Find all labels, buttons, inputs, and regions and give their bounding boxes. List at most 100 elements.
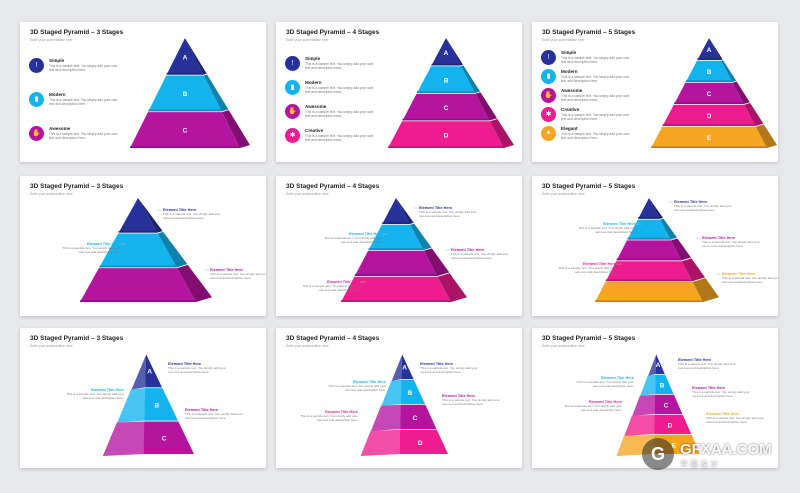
slide-6[interactable]: 3D Staged Pyramid – 5 Stages Enter your s… [532,176,778,316]
callout-title: Element Title Here [90,388,124,392]
feature-description: This is a sample text. You simply add yo… [561,94,630,103]
pyramid-stage-side [157,231,188,268]
chart-icon: ▮ [285,80,300,95]
feature-description: This is a sample text. You simply add yo… [49,98,118,107]
pyramid-stage [616,238,691,261]
pyramid-stage-edge [402,118,490,121]
slide-8[interactable]: A B C D 3D Staged Pyramid – 4 Stages Enter yo… [276,328,522,468]
slide-title: 3D Staged Pyramid – 3 Stages [30,183,124,190]
stage-label: A [707,47,712,54]
pyramid-stage: B [685,60,737,82]
callout: Element Title Here This is a sample text.… [674,200,736,213]
pyramid-stage-side [744,103,764,126]
pyramid-stage-side [410,223,432,250]
feature-description: This is a sample text. You simply add yo… [561,75,630,84]
callout: Element Title Here This is a sample text.… [706,412,768,425]
pyramid-stage-front [400,379,425,404]
feature-description: This is a sample text. You simply add yo… [561,56,630,65]
callout-description: This is a sample text. You simply add yo… [722,276,778,284]
slide-subtitle: Enter your subheadline here [30,38,73,42]
pyramid-stage [99,231,188,268]
pyramid-stage-side [489,119,514,148]
feature-name: Creative [305,128,324,133]
pyramid-stage-edge [99,265,177,268]
pyramid-graphic: A B C D [388,38,514,148]
callout-title: Element Title Here [86,242,120,246]
slide-4[interactable]: 3D Staged Pyramid – 3 Stages Enter your s… [20,176,266,316]
feature-name: Creative [561,107,580,112]
gear-icon: ✱ [285,128,300,143]
pyramid-stage-side [396,198,414,224]
feature-name: Simple [561,50,577,55]
lightbulb-icon: ✦ [541,126,556,141]
callout-description: This is a sample text. You simply add yo… [451,252,509,260]
pyramid-stage [341,273,467,302]
pyramid-stage: C [632,394,683,416]
pyramid-stage-side [755,124,777,148]
pyramid-stage-edge [595,300,703,302]
warning-icon: ! [29,58,44,73]
pyramid-stage-left [360,429,402,456]
callout-description: This is a sample text. You simply add yo… [324,236,382,244]
slide-9[interactable]: A B C D E 3D Staged Pyramid – 5 Stages Enter y… [532,328,778,468]
slide-title: 3D Staged Pyramid – 5 Stages [542,183,636,190]
pyramid-stage-front [382,198,410,224]
pyramid-stage-side [138,198,163,233]
slide-subtitle: Enter your subheadline here [30,192,73,196]
pyramid-stage-front [654,394,683,414]
slide-title: 3D Staged Pyramid – 5 Stages [542,29,636,36]
slide-7[interactable]: A B C 3D Staged Pyramid – 3 Stages Enter you… [20,328,266,468]
pyramid-graphic [80,198,212,302]
callout-title: Element Title Here [420,362,454,366]
pyramid-stage-front [697,38,721,60]
pyramid-stage-edge [674,102,744,104]
pyramid-stage: B [640,374,674,396]
callout-title: Element Title Here [348,232,382,236]
stage-label: C [444,105,449,112]
pyramid-stage-front [653,434,700,454]
callout-title: Element Title Here [602,222,636,226]
callout-title: Element Title Here [674,200,708,204]
callout: Element Title Here This is a sample text.… [722,272,778,285]
pyramid-stage-side [185,38,207,75]
feature-name: Simple [49,58,65,63]
pyramid-stage-left [102,421,146,456]
pyramid-stage-side [446,38,463,66]
pyramid-stage: C [674,81,750,104]
callout: Element Title Here This is a sample text.… [324,380,386,393]
pyramid-stage: A [648,354,665,376]
pyramid-stage-front [654,414,692,434]
pyramid-stage: A [697,38,723,60]
pyramid-stage-front [143,421,194,454]
stage-label: C [664,402,669,409]
feature-name: Elegant [561,126,578,131]
pyramid-stage-front [400,404,437,429]
feature-description: This is a sample text. You simply add yo… [305,62,374,71]
stage-label: A [444,50,449,57]
slide-title: 3D Staged Pyramid – 3 Stages [30,29,124,36]
callout: Element Title Here This is a sample text.… [554,262,616,275]
pyramid-stage-edge [166,72,204,75]
callout-description: This is a sample text. You simply add yo… [420,366,478,374]
pyramid-stage-front [99,233,177,268]
callout-title: Element Title Here [352,380,386,384]
callout-title: Element Title Here [678,358,712,362]
pyramid-stage-left [640,374,656,396]
slide-5[interactable]: 3D Staged Pyramid – 4 Stages Enter your s… [276,176,522,316]
callout-title: Element Title Here [451,248,485,252]
pyramid-stage-edge [80,300,196,302]
pyramid-stage-left [616,434,656,456]
pyramid-stage [118,198,163,233]
slide-2[interactable]: A B C D 3D Staged Pyramid – 4 Stages Enter yo… [276,22,522,162]
pyramid-stage-front [145,354,162,388]
slide-1[interactable]: A B C 3D Staged Pyramid – 3 Stages Enter you… [20,22,266,162]
pyramid-stage-edge [651,146,767,148]
callout: Element Title Here This is a sample text.… [678,358,740,371]
pyramid-stage-edge [627,237,671,240]
pyramid-stage: A [391,354,414,381]
callout: Element Title Here This is a sample text.… [58,242,120,255]
slide-3[interactable]: A B C D E 3D Staged Pyramid – 5 Stages Enter y… [532,22,778,162]
slide-title: 3D Staged Pyramid – 4 Stages [286,183,380,190]
feature-description: This is a sample text. You simply add yo… [305,134,374,143]
callout-description: This is a sample text. You simply add yo… [706,416,764,424]
